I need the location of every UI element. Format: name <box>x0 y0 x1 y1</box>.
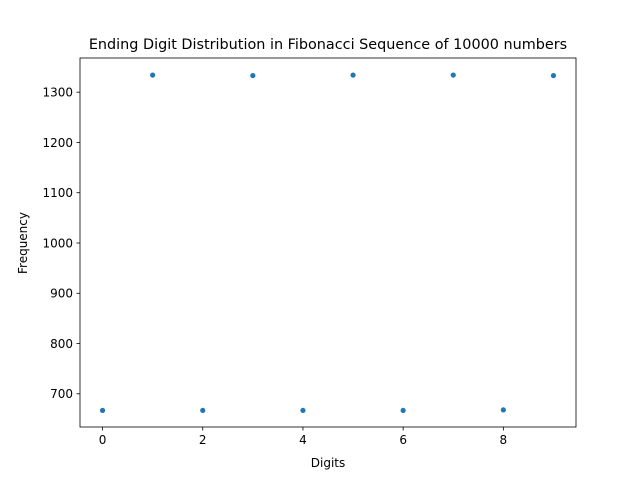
x-tick-label: 8 <box>500 433 508 447</box>
data-point <box>99 407 106 414</box>
y-tick-label: 1200 <box>42 136 73 150</box>
data-point <box>300 407 306 414</box>
plot-frame <box>79 57 577 428</box>
y-tick-label: 800 <box>50 337 73 351</box>
data-point <box>150 72 156 78</box>
x-axis-ticks: 0 2 4 6 8 <box>99 427 507 447</box>
data-point <box>350 72 356 78</box>
x-tick-label: 2 <box>199 433 207 447</box>
data-points <box>99 72 557 414</box>
y-axis-ticks: 700 800 900 1000 1100 1200 1300 <box>42 85 80 401</box>
y-tick-label: 700 <box>50 387 73 401</box>
y-tick-label: 1000 <box>42 236 73 250</box>
x-axis-label: Digits <box>311 456 345 470</box>
data-point <box>550 72 557 79</box>
x-tick-label: 6 <box>399 433 407 447</box>
x-tick-label: 4 <box>299 433 307 447</box>
y-axis-label: Frequency <box>16 212 30 274</box>
data-point <box>500 407 506 413</box>
y-tick-label: 1300 <box>42 85 73 99</box>
data-point <box>400 407 406 414</box>
x-tick-label: 0 <box>99 433 107 447</box>
y-tick-label: 900 <box>50 287 73 301</box>
chart-title: Ending Digit Distribution in Fibonacci S… <box>89 37 567 53</box>
data-point <box>250 72 256 79</box>
y-tick-label: 1100 <box>42 186 73 200</box>
data-point <box>200 407 206 414</box>
data-point <box>450 72 456 78</box>
